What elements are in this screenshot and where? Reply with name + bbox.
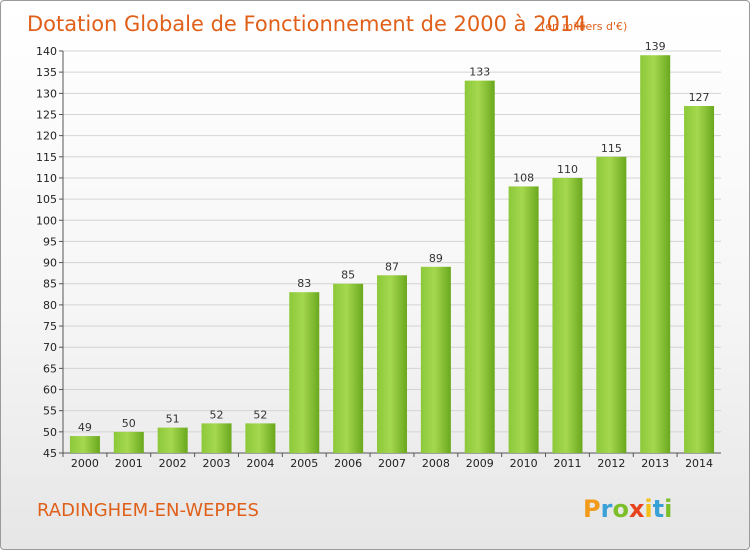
bar-2013 [640,55,671,454]
y-tick-label: 60 [43,384,57,397]
data-label-2009: 133 [469,66,490,79]
data-label-2014: 127 [689,91,710,104]
bar-2012 [596,156,627,453]
bar-2006 [333,283,364,453]
y-tick-label: 65 [43,362,57,375]
bar-2007 [377,275,407,453]
bar-2008 [420,266,451,453]
x-tick-label-2011: 2011 [553,457,581,470]
data-label-2003: 52 [210,408,224,421]
bars [69,55,715,454]
data-label-2002: 51 [166,413,180,426]
data-label-2010: 108 [513,171,534,184]
data-label-2005: 83 [297,277,311,290]
y-tick-label: 90 [43,257,57,270]
proxiti-logo: Proxiti [583,495,672,523]
commune-name: RADINGHEM-EN-WEPPES [37,500,259,521]
x-tick-label-2009: 2009 [466,457,494,470]
y-tick-label: 105 [36,193,57,206]
logo-letter: i [644,495,652,523]
x-tick-labels: 2000 2001 2002 2003 2004 2005 2006 2007 2008 2009… [71,457,713,470]
bar-2001 [113,431,144,453]
bar-2014 [684,106,715,453]
data-label-2012: 115 [601,142,622,155]
data-label-2007: 87 [385,260,399,273]
x-tick-label-2008: 2008 [422,457,450,470]
y-tick-label: 115 [36,151,57,164]
x-tick-label-2013: 2013 [641,457,669,470]
logo-letter: P [583,495,601,523]
x-tick-label-2001: 2001 [115,457,143,470]
y-tick-label: 120 [36,130,57,143]
x-tick-label-2005: 2005 [290,457,318,470]
x-tick-label-2007: 2007 [378,457,406,470]
y-tick-label: 85 [43,278,57,291]
chart-title: Dotation Globale de Fonctionnement de 20… [27,12,587,36]
logo-letter: t [653,495,664,523]
y-tick-label: 135 [36,66,57,79]
logo-letter: i [664,495,672,523]
data-labels: 49 50 51 52 52 83 85 87 89 133 108 110 115 139 127 [78,40,710,434]
bar-2004 [245,423,276,453]
logo-letter: o [612,495,629,523]
y-tick-label: 95 [43,235,57,248]
x-tick-label-2002: 2002 [159,457,187,470]
x-tick-label-2004: 2004 [246,457,274,470]
y-tick-labels: 45 50 55 60 65 70 75 80 85 90 95 100 105 110 115 120 125… [36,45,57,460]
data-label-2004: 52 [253,408,267,421]
bar-2010 [508,186,539,453]
logo-letter: x [629,495,645,523]
logo-letter: r [601,495,613,523]
y-tick-label: 110 [36,172,57,185]
data-label-2006: 85 [341,269,355,282]
bar-2003 [201,423,232,453]
data-label-2001: 50 [122,417,136,430]
y-tick-label: 50 [43,426,57,439]
data-label-2011: 110 [557,163,578,176]
x-tick-label-2000: 2000 [71,457,99,470]
x-tick-label-2010: 2010 [510,457,538,470]
y-tick-label: 100 [36,214,57,227]
chart-subtitle: (en milliers d'€) [541,20,627,33]
bar-2002 [157,427,188,453]
bar-2009 [464,80,495,453]
bar-2005 [289,292,320,453]
y-tick-label: 125 [36,108,57,121]
y-tick-label: 55 [43,405,57,418]
bar-2000 [69,436,100,453]
x-tick-label-2012: 2012 [597,457,625,470]
y-tick-label: 70 [43,341,57,354]
y-tick-label: 140 [36,45,57,58]
data-label-2013: 139 [645,40,666,53]
x-tick-label-2006: 2006 [334,457,362,470]
y-tick-label: 130 [36,87,57,100]
bar-2011 [552,177,583,453]
y-tick-label: 45 [43,447,57,460]
data-label-2000: 49 [78,421,92,434]
data-label-2008: 89 [429,252,443,265]
x-tick-label-2014: 2014 [685,457,713,470]
y-tick-label: 75 [43,320,57,333]
x-tick-label-2003: 2003 [203,457,231,470]
y-tick-label: 80 [43,299,57,312]
